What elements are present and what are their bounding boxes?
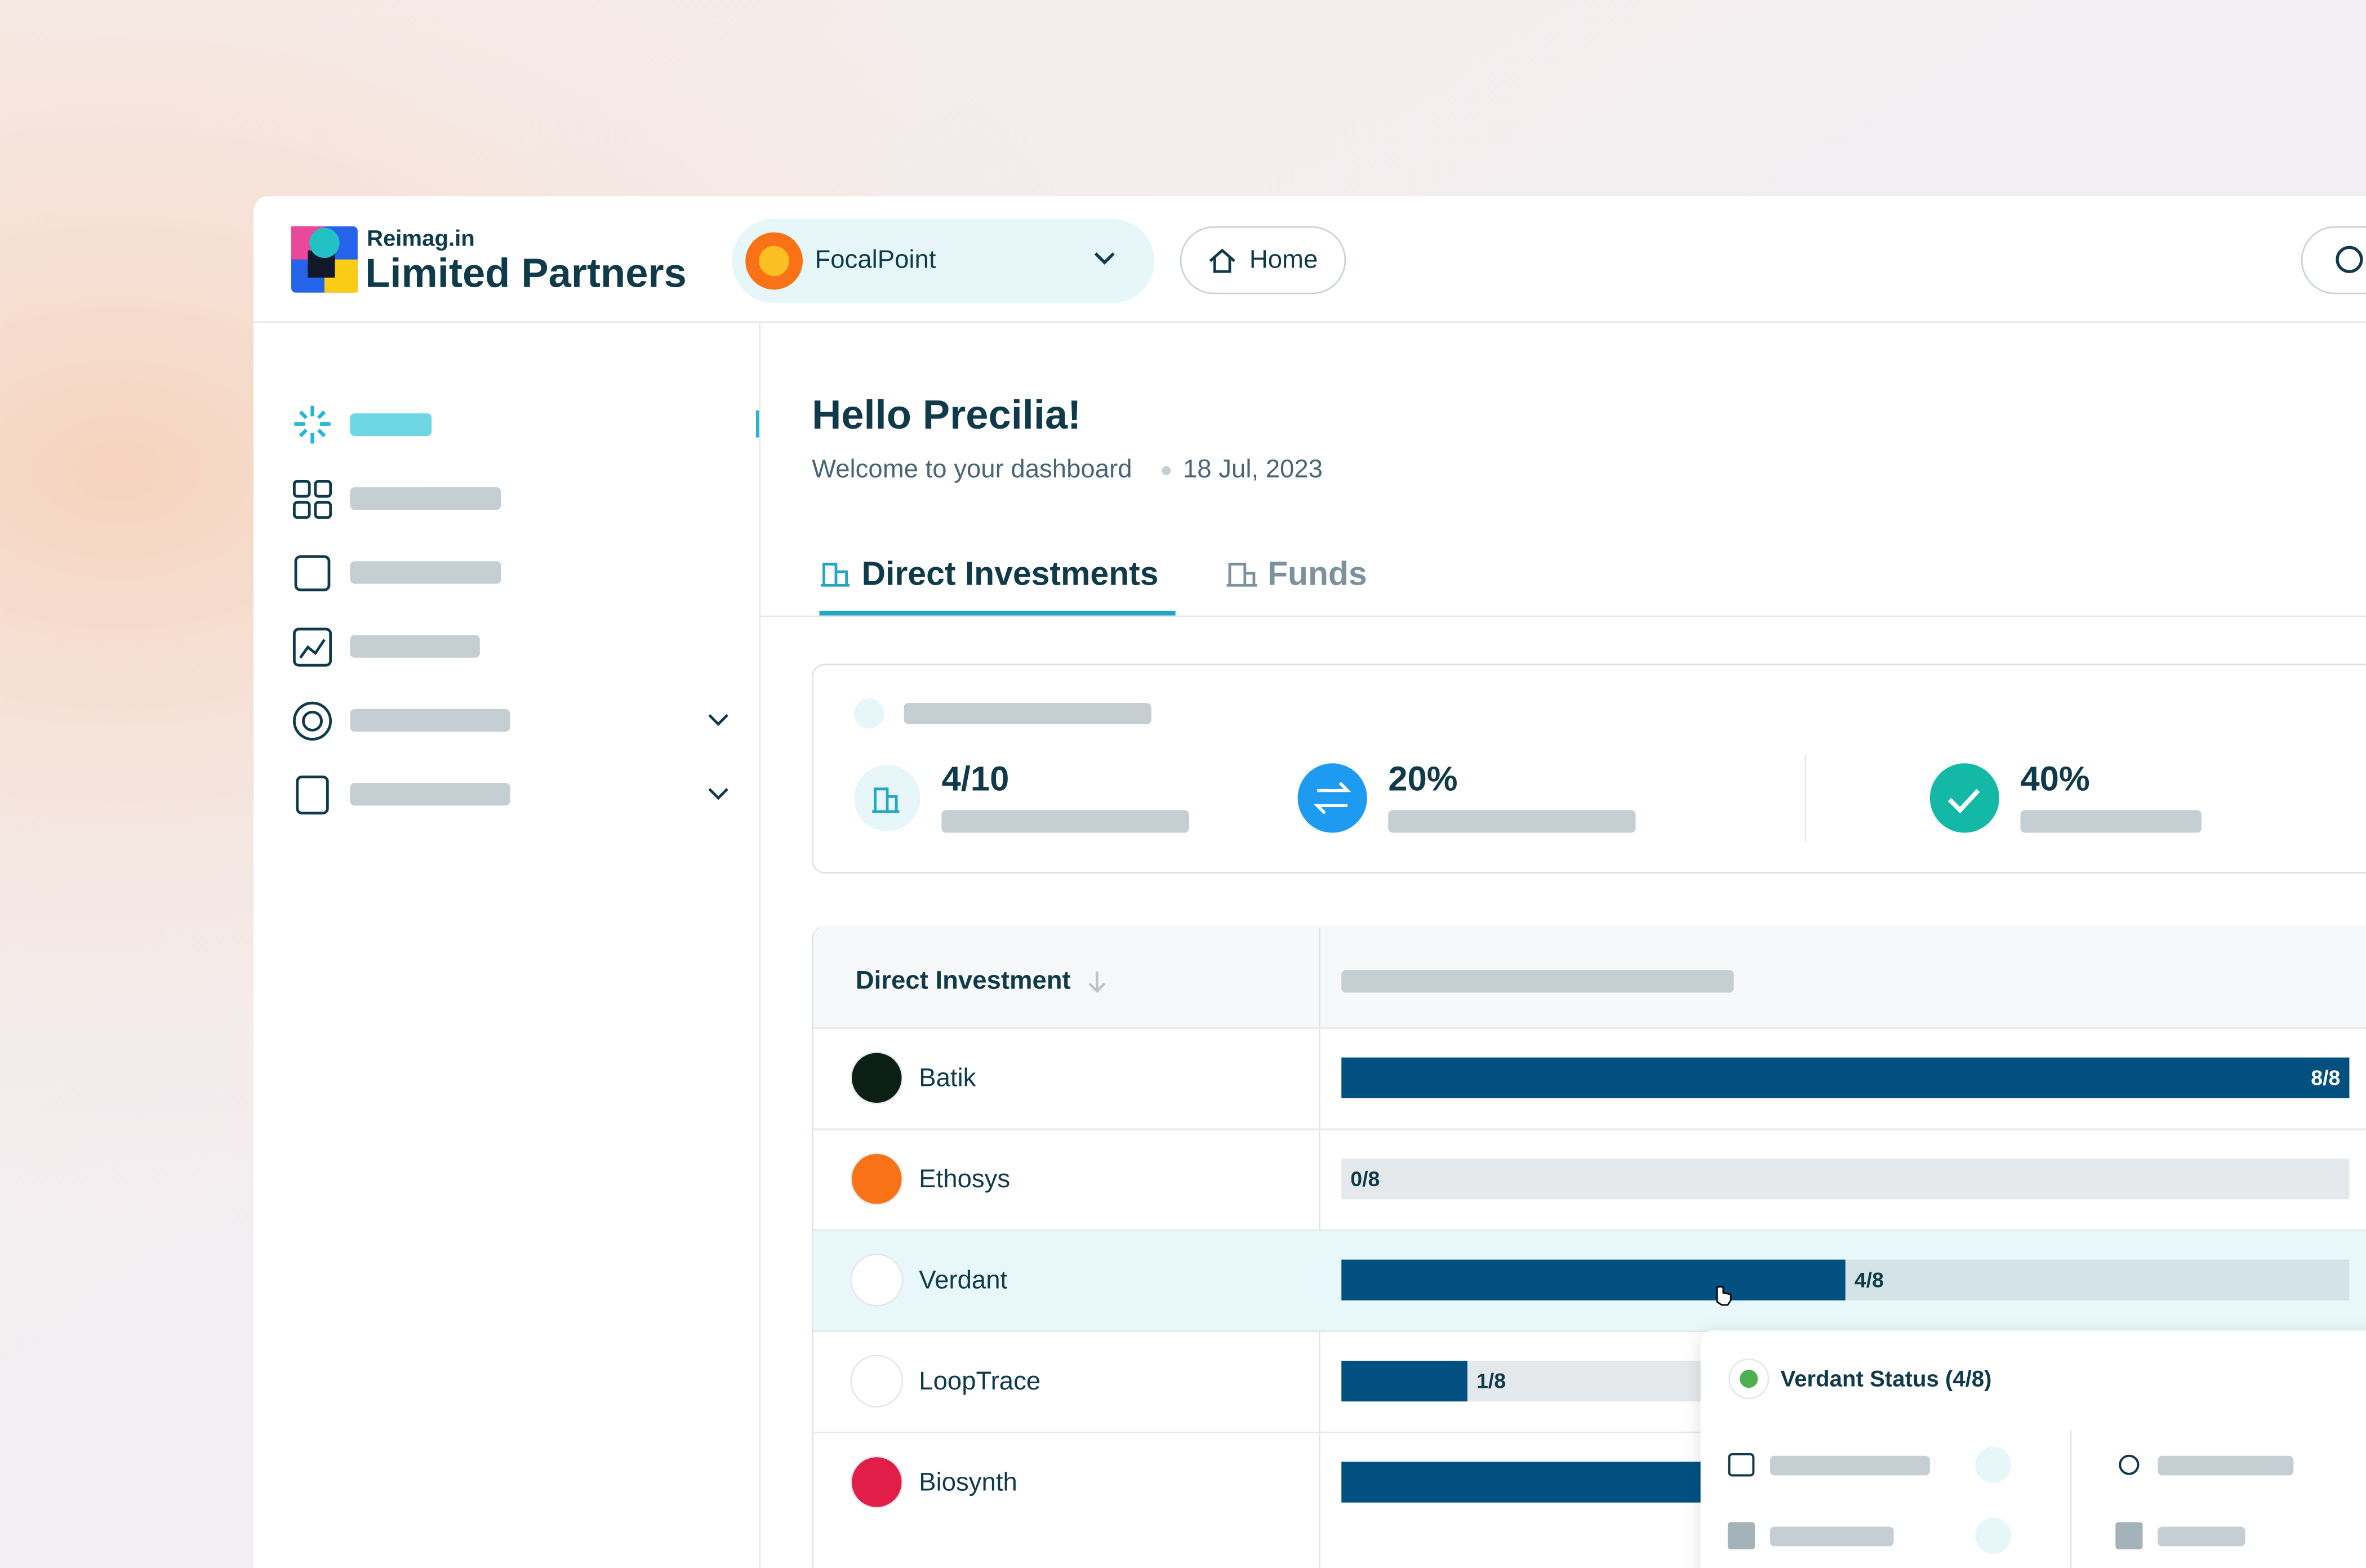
popup-placeholder: [1769, 1455, 1930, 1476]
popup-action[interactable]: [1975, 1446, 2012, 1483]
tab-active[interactable]: Direct Investments: [861, 556, 1158, 593]
stat-icon: [1297, 763, 1367, 833]
popup-avatar-inner: [1740, 1370, 1758, 1388]
stat-icon-glyph: [1313, 782, 1351, 814]
product: Limited Partners: [365, 251, 687, 296]
tab[interactable]: Funds: [1268, 556, 1367, 593]
stats-card: [812, 663, 2366, 874]
org-name: FocalPoint: [815, 244, 936, 273]
stat-value: 20%: [1388, 760, 1457, 799]
home-button[interactable]: [1180, 226, 1346, 295]
nav-active-indicator: [755, 410, 759, 438]
popup-placeholder: [2158, 1526, 2245, 1547]
popup-placeholder: [2158, 1455, 2294, 1476]
popup-icon: [2115, 1522, 2143, 1549]
progress-bar: [1341, 1259, 1845, 1300]
nav-placeholder[interactable]: [350, 709, 510, 732]
popup-title: Verdant Status (4/8): [1781, 1366, 1992, 1391]
nav-placeholder[interactable]: [350, 413, 432, 436]
column-header[interactable]: Direct Investment: [856, 966, 1071, 995]
chevron: [1094, 252, 1115, 265]
company-avatar: [850, 1051, 904, 1104]
status-popup: Verdant Status (4/8): [1700, 1330, 2366, 1568]
nav-placeholder[interactable]: [350, 487, 501, 510]
greeting-title: Hello Precilia!: [812, 393, 1081, 438]
company-avatar: [850, 1355, 904, 1408]
greeting-date: 18 Jul, 2023: [1183, 455, 1323, 483]
company-avatar: [850, 1455, 904, 1509]
stat-placeholder: [2020, 810, 2202, 833]
popup-icon: [1727, 1522, 1755, 1549]
home-label: Home: [1249, 244, 1318, 273]
nav-placeholder[interactable]: [350, 783, 510, 806]
progress-label: 0/8: [1350, 1167, 1380, 1191]
card-title-placeholder: [904, 703, 1151, 724]
progress-label: 8/8: [2311, 1066, 2340, 1089]
sort-icon: [1088, 971, 1106, 993]
nav-placeholder[interactable]: [350, 561, 501, 584]
popup-icon: [2119, 1454, 2140, 1475]
org-avatar-inner: [759, 246, 789, 277]
nav-placeholder[interactable]: [350, 635, 480, 658]
search-button[interactable]: [2301, 226, 2366, 295]
stat-icon-glyph: [1947, 789, 1980, 814]
progress-bar: [1341, 1360, 1467, 1402]
company-name: Biosynth: [919, 1467, 1017, 1496]
company-name: Batik: [919, 1063, 976, 1092]
stat-placeholder: [1388, 810, 1636, 833]
popup-icon: [1728, 1453, 1755, 1477]
logo: [291, 226, 358, 293]
tab-icon: [1226, 563, 1257, 587]
greeting-subtitle: Welcome to your dashboard: [812, 455, 1132, 483]
popup-card: [1700, 1330, 2366, 1568]
stat-value: 40%: [2021, 760, 2090, 799]
stat-placeholder: [941, 810, 1189, 833]
column-header-placeholder: [1341, 970, 1734, 993]
tab-icon: [821, 563, 850, 587]
stat-icon-glyph: [872, 787, 900, 813]
stat-value: 4/10: [941, 760, 1009, 799]
separator-dot: [1162, 466, 1171, 475]
search-icon: [2336, 246, 2363, 273]
sidebar: [292, 406, 728, 815]
home-icon: [1209, 248, 1235, 273]
company-avatar: [850, 1152, 904, 1206]
progress-label: 4/8: [1854, 1268, 1884, 1291]
stat-icon: [1929, 763, 2000, 833]
cursor: [1716, 1286, 1732, 1306]
brand: Reimag.in: [367, 225, 475, 251]
progress-bar: [1341, 1057, 2350, 1098]
popup-placeholder: [1769, 1526, 1894, 1547]
company-name: LoopTrace: [919, 1366, 1040, 1395]
card-icon: [854, 698, 884, 729]
company-name: Verdant: [919, 1265, 1007, 1294]
progress-track: [1341, 1159, 2350, 1200]
progress-label: 1/8: [1476, 1369, 1506, 1393]
company-avatar: [850, 1253, 904, 1307]
tab-underline: [819, 611, 1176, 616]
popup-action[interactable]: [1975, 1517, 2012, 1554]
org-selector[interactable]: [732, 219, 1155, 304]
company-name: Ethosys: [919, 1164, 1010, 1193]
